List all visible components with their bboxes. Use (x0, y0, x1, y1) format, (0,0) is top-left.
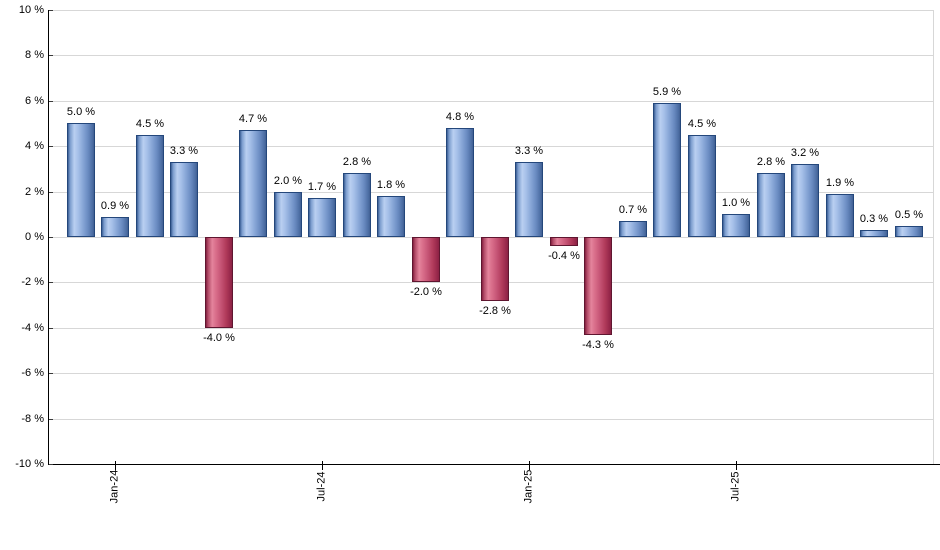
y-axis-label: -4 % (21, 322, 44, 334)
bar-value-label: 1.8 % (376, 179, 406, 191)
bar-positive (101, 217, 129, 237)
bar-negative (205, 237, 233, 328)
y-axis-label: 4 % (25, 140, 44, 152)
bar-positive (239, 130, 267, 237)
bar-value-label: 0.5 % (894, 209, 924, 221)
bar-value-label: 0.7 % (618, 204, 648, 216)
y-axis-label: -2 % (21, 276, 44, 288)
plot-right-border (933, 10, 934, 464)
bar-value-label: -2.8 % (479, 305, 511, 317)
y-axis-tick (49, 101, 53, 102)
x-axis-label: Jul-24 (315, 471, 328, 502)
y-axis-label: -8 % (21, 413, 44, 425)
y-axis-label: 2 % (25, 186, 44, 198)
bar-value-label: 4.5 % (687, 118, 717, 130)
bar-positive (308, 198, 336, 237)
gridline (49, 192, 933, 193)
bar-value-label: -0.4 % (548, 250, 580, 262)
bar-negative (584, 237, 612, 335)
bar-value-label: 4.8 % (445, 111, 475, 123)
y-axis-tick (49, 419, 53, 420)
bar-positive (895, 226, 923, 237)
bar-value-label: 5.9 % (652, 86, 682, 98)
gridline (49, 101, 933, 102)
bar-positive (343, 173, 371, 237)
bar-value-label: 1.7 % (307, 181, 337, 193)
y-axis-tick (49, 192, 53, 193)
y-axis-tick (49, 55, 53, 56)
gridline (49, 373, 933, 374)
gridline (49, 419, 933, 420)
y-axis-tick (49, 237, 53, 238)
y-axis-label: 8 % (25, 49, 44, 61)
x-axis-label: Jan-25 (522, 469, 535, 504)
x-axis-label: Jul-25 (729, 471, 742, 502)
bar-positive (515, 162, 543, 237)
y-axis-tick (49, 328, 53, 329)
bar-value-label: 1.0 % (721, 197, 751, 209)
bar-value-label: 3.2 % (790, 147, 820, 159)
y-axis-label: 0 % (25, 231, 44, 243)
bar-value-label: 2.8 % (756, 156, 786, 168)
bar-positive (619, 221, 647, 237)
bar-positive (653, 103, 681, 237)
bar-value-label: -4.3 % (582, 339, 614, 351)
y-axis-label: -10 % (15, 458, 44, 470)
gridline (49, 146, 933, 147)
y-axis-label: 10 % (18, 4, 44, 16)
y-axis-label: 6 % (25, 95, 44, 107)
bar-positive (791, 164, 819, 237)
bar-positive (274, 192, 302, 237)
x-axis-tick (115, 461, 116, 470)
bar-positive (67, 123, 95, 237)
bar-positive (860, 230, 888, 237)
bar-negative (550, 237, 578, 246)
gridline (49, 55, 933, 56)
gridline (49, 328, 933, 329)
y-axis-label: -6 % (21, 367, 44, 379)
x-axis-label: Jan-24 (108, 469, 121, 504)
bar-value-label: 5.0 % (66, 106, 96, 118)
y-axis-line (48, 10, 49, 465)
bar-positive (170, 162, 198, 237)
bar-positive (688, 135, 716, 237)
bar-positive (446, 128, 474, 237)
bar-value-label: 0.3 % (859, 213, 889, 225)
y-axis-tick (49, 373, 53, 374)
bar-value-label: -4.0 % (203, 332, 235, 344)
bar-value-label: 2.0 % (273, 175, 303, 187)
bar-positive (757, 173, 785, 237)
bar-value-label: 3.3 % (169, 145, 199, 157)
y-axis-tick (49, 146, 53, 147)
x-axis-tick (322, 461, 323, 470)
bar-positive (377, 196, 405, 237)
bar-positive (136, 135, 164, 237)
bar-value-label: 4.7 % (238, 113, 268, 125)
x-axis-tick (529, 461, 530, 470)
bar-value-label: 0.9 % (100, 200, 130, 212)
x-axis-tick (736, 461, 737, 470)
y-axis-tick (49, 282, 53, 283)
y-axis-tick (49, 10, 53, 11)
x-axis-line (48, 464, 940, 465)
bar-positive (722, 214, 750, 237)
bar-value-label: 3.3 % (514, 145, 544, 157)
bar-value-label: -2.0 % (410, 286, 442, 298)
bar-value-label: 4.5 % (135, 118, 165, 130)
y-axis-tick (49, 464, 53, 465)
bar-value-label: 2.8 % (342, 156, 372, 168)
bar-positive (826, 194, 854, 237)
gridline (49, 10, 933, 11)
bar-value-label: 1.9 % (825, 177, 855, 189)
bar-negative (481, 237, 509, 301)
bar-negative (412, 237, 440, 282)
